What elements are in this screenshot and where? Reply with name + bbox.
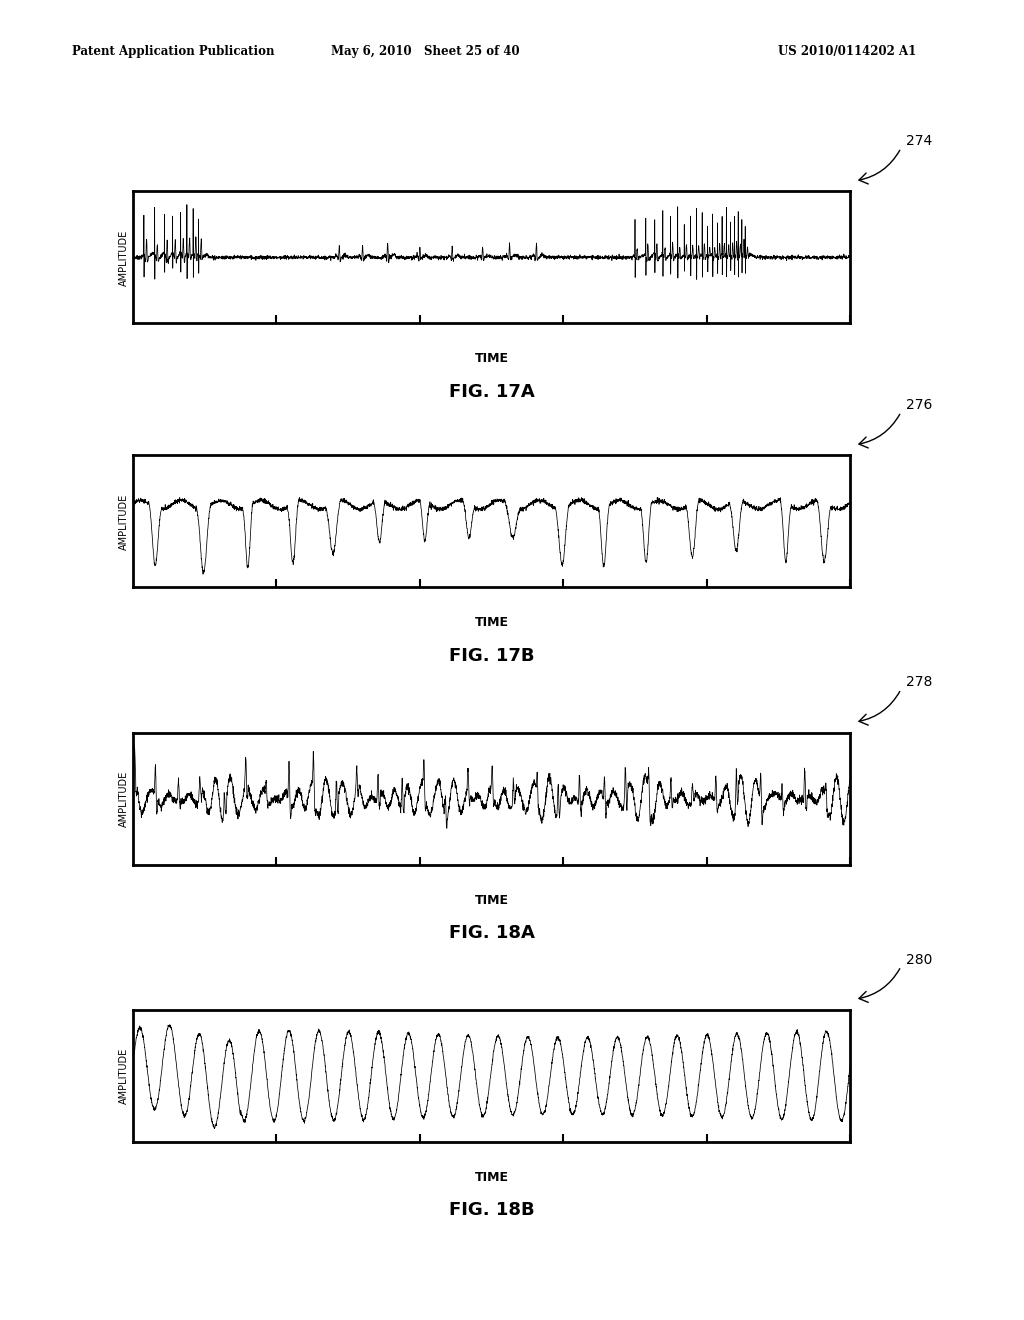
- Text: 278: 278: [906, 676, 933, 689]
- Text: TIME: TIME: [474, 616, 509, 630]
- Y-axis label: AMPLITUDE: AMPLITUDE: [119, 230, 129, 285]
- Text: FIG. 17A: FIG. 17A: [449, 383, 535, 401]
- Text: 274: 274: [906, 135, 933, 148]
- Text: 280: 280: [906, 953, 933, 966]
- Text: TIME: TIME: [474, 352, 509, 366]
- Text: 276: 276: [906, 399, 933, 412]
- Text: FIG. 18A: FIG. 18A: [449, 924, 535, 942]
- Y-axis label: AMPLITUDE: AMPLITUDE: [119, 1048, 129, 1104]
- Y-axis label: AMPLITUDE: AMPLITUDE: [119, 771, 129, 826]
- Text: TIME: TIME: [474, 1171, 509, 1184]
- Y-axis label: AMPLITUDE: AMPLITUDE: [119, 494, 129, 549]
- Text: US 2010/0114202 A1: US 2010/0114202 A1: [778, 45, 916, 58]
- Text: FIG. 18B: FIG. 18B: [449, 1201, 535, 1220]
- Text: Patent Application Publication: Patent Application Publication: [72, 45, 274, 58]
- Text: TIME: TIME: [474, 894, 509, 907]
- Text: FIG. 17B: FIG. 17B: [449, 647, 535, 665]
- Text: May 6, 2010   Sheet 25 of 40: May 6, 2010 Sheet 25 of 40: [331, 45, 519, 58]
